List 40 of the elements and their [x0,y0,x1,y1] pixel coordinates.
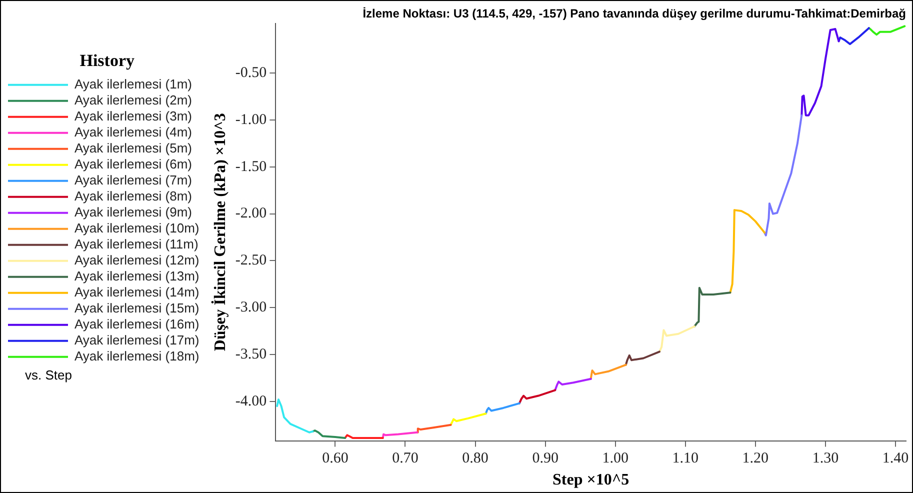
legend-label: Ayak ilerlemesi (10m) [74,220,200,236]
legend-label: Ayak ilerlemesi (8m) [74,188,192,204]
legend-label: Ayak ilerlemesi (17m) [74,332,200,348]
legend-label: Ayak ilerlemesi (13m) [74,268,200,284]
legend-label: Ayak ilerlemesi (11m) [74,236,198,252]
legend-label: Ayak ilerlemesi (12m) [74,252,200,268]
y-axis-title: Düşey İkincil Gerilme (kPa) ×10^3 [210,113,229,352]
y-tick-label: -2.00 [235,206,267,222]
legend-label: Ayak ilerlemesi (6m) [74,156,192,172]
legend-label: Ayak ilerlemesi (7m) [74,172,192,188]
x-tick-label: 0.60 [322,450,348,467]
chart-title: İzleme Noktası: U3 (114.5, 429, -157) Pano tavanında düşey gerilme durumu-Tahkimat:Demirbağ [362,6,906,21]
x-tick-label: 1.20 [742,450,769,467]
x-tick-label: 1.00 [602,450,628,467]
y-tick-label: -3.00 [235,300,267,316]
legend-label: Ayak ilerlemesi (5m) [74,140,192,156]
y-tick-label: -1.50 [235,158,267,175]
legend-label: Ayak ilerlemesi (9m) [74,204,192,220]
legend-label: Ayak ilerlemesi (3m) [74,108,192,124]
x-tick-label: 0.80 [462,450,488,467]
legend-label: Ayak ilerlemesi (14m) [74,284,200,300]
x-axis-title: Step ×10^5 [552,472,630,489]
x-tick-label: 0.70 [392,450,418,467]
legend-label: Ayak ilerlemesi (18m) [74,348,200,364]
x-tick-label: 1.40 [882,450,909,467]
legend-label: Ayak ilerlemesi (2m) [74,92,192,108]
y-tick-label: -3.50 [235,346,267,362]
legend-label: Ayak ilerlemesi (1m) [74,76,192,92]
x-tick-label: 1.10 [672,450,699,467]
legend-label: Ayak ilerlemesi (15m) [74,300,200,316]
y-tick-label: -2.50 [235,252,267,269]
legend-label: Ayak ilerlemesi (4m) [74,124,192,140]
x-tick-label: 0.90 [532,450,558,467]
y-tick-label: -1.00 [235,112,267,128]
y-tick-label: -0.50 [235,65,267,82]
legend-label: Ayak ilerlemesi (16m) [74,316,200,332]
y-tick-label: -4.00 [235,393,267,410]
legend-title: History [80,50,135,70]
text: vs. Step [25,367,72,382]
x-tick-label: 1.30 [812,450,839,467]
